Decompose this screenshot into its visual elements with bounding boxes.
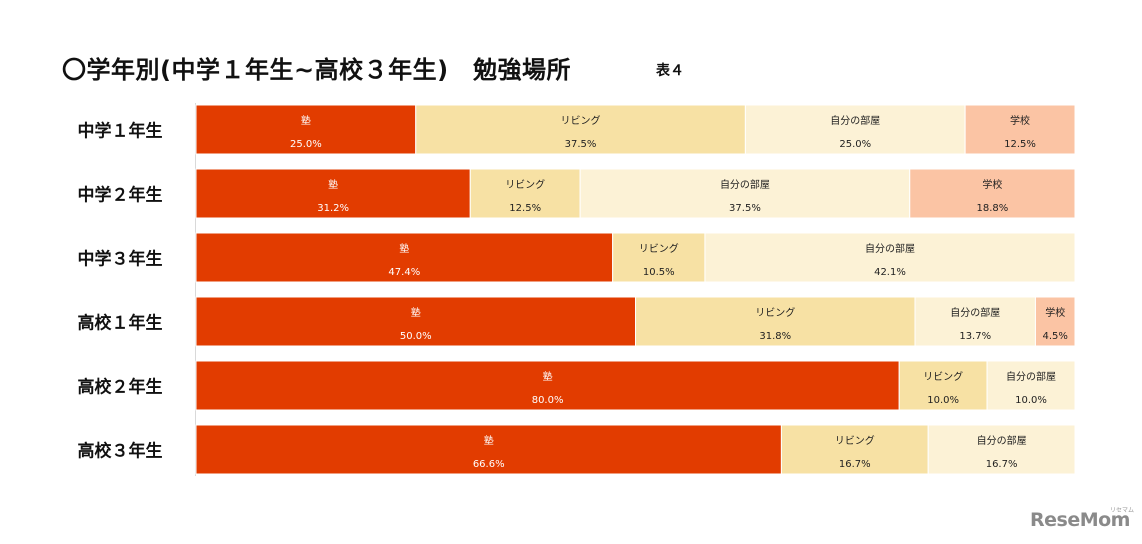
segment-series-label: 学校 xyxy=(1045,306,1065,319)
segment-series-label: リビング xyxy=(835,434,875,447)
bar-segment xyxy=(704,232,1076,283)
bars-group: 塾 25.0% リビング 37.5% 自分の部屋 25.0% 学校 12.5% 塾 31.2% リビ… xyxy=(195,104,1076,475)
category-label: 高校１年生 xyxy=(78,313,163,334)
bar-segment xyxy=(780,424,929,475)
segment-value-label: 31.8% xyxy=(759,331,791,342)
segment-series-label: 自分の部屋 xyxy=(977,434,1027,447)
segment-series-label: リビング xyxy=(923,370,963,383)
segment-value-label: 16.7% xyxy=(986,459,1018,470)
bar-segment xyxy=(195,104,417,155)
bar-segment xyxy=(964,104,1076,155)
segment-series-label: リビング xyxy=(755,306,795,319)
resemom-logo: ReseMom xyxy=(1030,509,1130,531)
bar-segment xyxy=(195,424,782,475)
segment-series-label: 自分の部屋 xyxy=(1006,370,1056,383)
category-label: 中学１年生 xyxy=(78,121,163,142)
segment-value-label: 25.0% xyxy=(290,139,322,150)
bar-segment xyxy=(914,296,1036,347)
category-label: 高校２年生 xyxy=(78,377,163,398)
bar-segment xyxy=(635,296,916,347)
resemom-logo-subtext: リセマム xyxy=(1110,507,1135,514)
segment-series-label: 学校 xyxy=(1010,114,1030,127)
segment-value-label: 31.2% xyxy=(317,203,349,214)
bar-segment xyxy=(612,232,706,283)
segment-value-label: 4.5% xyxy=(1043,331,1068,342)
bar-segment xyxy=(195,232,614,283)
category-label: 中学３年生 xyxy=(78,249,163,270)
category-label: 中学２年生 xyxy=(78,185,163,206)
segment-value-label: 42.1% xyxy=(874,267,906,278)
segment-value-label: 37.5% xyxy=(565,139,597,150)
segment-value-label: 13.7% xyxy=(959,331,991,342)
segment-series-label: 塾 xyxy=(543,370,553,383)
bar-segment xyxy=(469,168,581,219)
bar-segment xyxy=(898,360,988,411)
table-number-label: 表４ xyxy=(656,63,684,79)
segment-value-label: 80.0% xyxy=(532,395,564,406)
bar-segment xyxy=(195,296,636,347)
bar-segment xyxy=(195,168,471,219)
segment-series-label: 学校 xyxy=(982,178,1002,191)
segment-series-label: 自分の部屋 xyxy=(830,114,880,127)
chart-title: 〇学年別(中学１年生~高校３年生) 勉強場所 xyxy=(62,56,572,84)
segment-value-label: 25.0% xyxy=(839,139,871,150)
segment-series-label: 自分の部屋 xyxy=(720,178,770,191)
segment-value-label: 16.7% xyxy=(839,459,871,470)
bar-segment xyxy=(909,168,1076,219)
segment-series-label: 自分の部屋 xyxy=(865,242,915,255)
segment-series-label: 塾 xyxy=(301,114,311,127)
bar-segment xyxy=(195,360,900,411)
segment-series-label: 自分の部屋 xyxy=(950,306,1000,319)
segment-series-label: 塾 xyxy=(399,242,409,255)
segment-series-label: リビング xyxy=(561,114,601,127)
segment-value-label: 47.4% xyxy=(388,267,420,278)
segment-value-label: 37.5% xyxy=(729,203,761,214)
segment-series-label: 塾 xyxy=(484,434,494,447)
segment-value-label: 10.0% xyxy=(1015,395,1047,406)
bar-segment xyxy=(1034,296,1076,347)
bar-segment xyxy=(579,168,911,219)
category-label: 高校３年生 xyxy=(78,441,163,462)
segment-value-label: 50.0% xyxy=(400,331,432,342)
segment-value-label: 66.6% xyxy=(473,459,505,470)
bar-segment xyxy=(744,104,966,155)
bar-segment xyxy=(927,424,1076,475)
segment-series-label: 塾 xyxy=(328,178,338,191)
segment-series-label: 塾 xyxy=(411,306,421,319)
segment-value-label: 18.8% xyxy=(976,203,1008,214)
segment-value-label: 12.5% xyxy=(509,203,541,214)
segment-value-label: 10.5% xyxy=(643,267,675,278)
segment-value-label: 10.0% xyxy=(927,395,959,406)
segment-value-label: 12.5% xyxy=(1004,139,1036,150)
segment-series-label: リビング xyxy=(505,178,545,191)
bar-segment xyxy=(986,360,1076,411)
segment-series-label: リビング xyxy=(639,242,679,255)
